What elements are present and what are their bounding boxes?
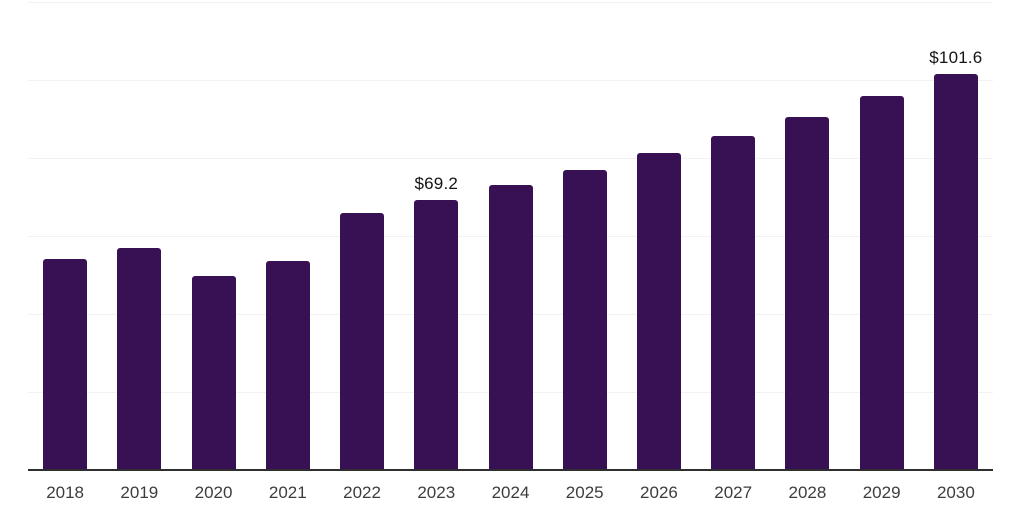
bar-2019	[117, 248, 162, 469]
bar-2026	[636, 153, 681, 469]
x-axis-label-2018: 2018	[46, 483, 85, 502]
x-axis-label-2027: 2027	[714, 483, 753, 502]
x-axis-label-2030: 2030	[936, 483, 975, 502]
x-axis-label-2028: 2028	[788, 483, 827, 502]
bar-2018	[43, 259, 88, 469]
bar-2022	[340, 213, 385, 469]
gridline	[28, 79, 993, 81]
gridline	[28, 1, 993, 3]
gridline	[28, 157, 993, 159]
x-axis-line	[28, 469, 993, 471]
x-axis-label-2024: 2024	[491, 483, 530, 502]
x-axis-label-2022: 2022	[343, 483, 381, 502]
bar-value-label-2023: $69.2	[414, 174, 459, 194]
bar-2020	[191, 276, 236, 469]
bar-2027	[711, 136, 756, 469]
x-axis-label-2019: 2019	[120, 483, 159, 502]
x-axis-label-2021: 2021	[268, 483, 307, 502]
bar-2025	[562, 169, 607, 469]
bar-value-label-2030: $101.6	[929, 47, 983, 67]
bar-2023	[414, 200, 459, 469]
x-axis-label-2020: 2020	[194, 483, 233, 502]
x-axis-label-2023: 2023	[417, 483, 456, 502]
x-axis-label-2026: 2026	[640, 483, 678, 502]
bar-2030	[933, 73, 978, 469]
bar-2028	[785, 117, 830, 469]
x-axis-label-2029: 2029	[862, 483, 901, 502]
x-axis-label-2025: 2025	[565, 483, 604, 502]
bar-2024	[488, 185, 533, 469]
bar-2021	[265, 261, 310, 469]
bar-2029	[859, 95, 904, 469]
